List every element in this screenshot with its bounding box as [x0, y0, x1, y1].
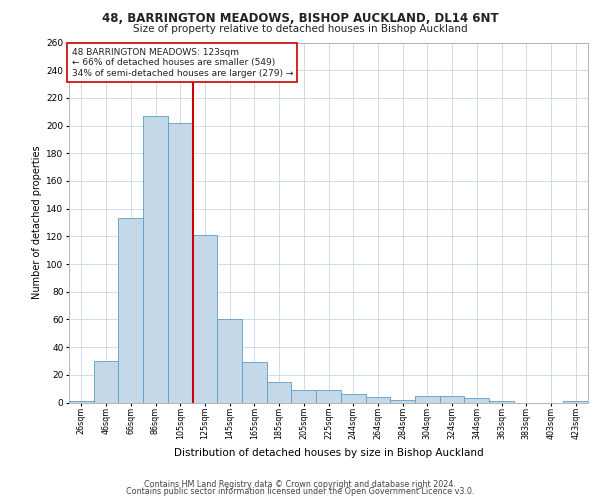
- Bar: [242, 362, 267, 403]
- Bar: [563, 401, 588, 402]
- Bar: [390, 400, 415, 402]
- Bar: [489, 401, 514, 402]
- Bar: [292, 390, 316, 402]
- Bar: [69, 401, 94, 402]
- Bar: [365, 397, 390, 402]
- Bar: [341, 394, 365, 402]
- Bar: [440, 396, 464, 402]
- Text: 48 BARRINGTON MEADOWS: 123sqm
← 66% of detached houses are smaller (549)
34% of : 48 BARRINGTON MEADOWS: 123sqm ← 66% of d…: [71, 48, 293, 78]
- Bar: [316, 390, 341, 402]
- Bar: [217, 320, 242, 402]
- Y-axis label: Number of detached properties: Number of detached properties: [32, 146, 42, 300]
- Bar: [118, 218, 143, 402]
- Text: Contains public sector information licensed under the Open Government Licence v3: Contains public sector information licen…: [126, 487, 474, 496]
- Bar: [143, 116, 168, 403]
- Text: Size of property relative to detached houses in Bishop Auckland: Size of property relative to detached ho…: [133, 24, 467, 34]
- X-axis label: Distribution of detached houses by size in Bishop Auckland: Distribution of detached houses by size …: [173, 448, 484, 458]
- Bar: [267, 382, 292, 402]
- Text: 48, BARRINGTON MEADOWS, BISHOP AUCKLAND, DL14 6NT: 48, BARRINGTON MEADOWS, BISHOP AUCKLAND,…: [101, 12, 499, 26]
- Bar: [464, 398, 489, 402]
- Bar: [168, 123, 193, 402]
- Bar: [193, 235, 217, 402]
- Bar: [94, 361, 118, 403]
- Text: Contains HM Land Registry data © Crown copyright and database right 2024.: Contains HM Land Registry data © Crown c…: [144, 480, 456, 489]
- Bar: [415, 396, 440, 402]
